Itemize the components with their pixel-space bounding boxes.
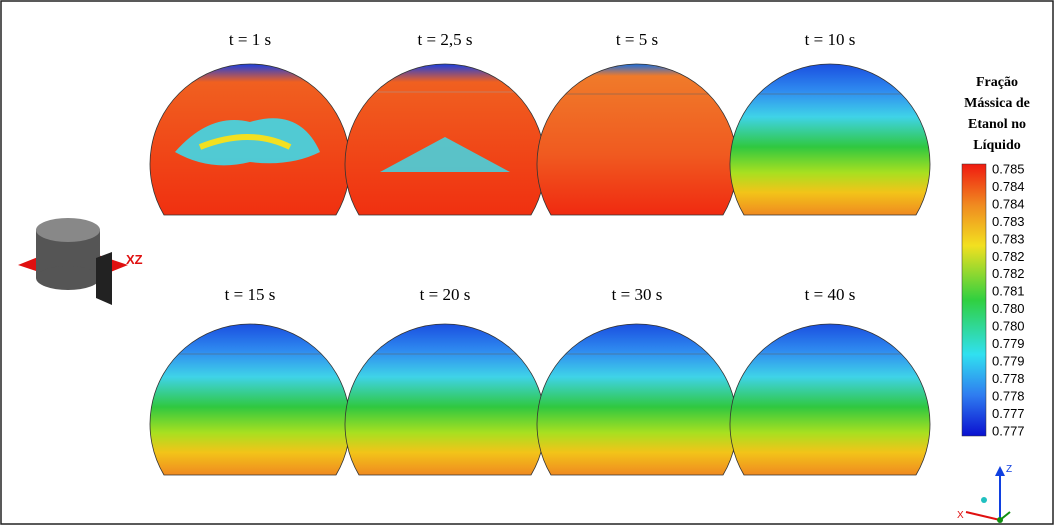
colorbar-label: 0.783 <box>992 214 1025 229</box>
panel-title: t = 1 s <box>229 30 271 49</box>
z-axis-label: Z <box>1006 464 1012 475</box>
plane-label: XZ <box>126 252 143 267</box>
colorbar-label: 0.779 <box>992 354 1025 369</box>
figure: t = 1 s t = 2,5 s t = 5 s t = 10 s t = 15 s t… <box>0 0 1054 525</box>
colorbar-label: 0.777 <box>992 406 1025 421</box>
colorbar-label: 0.777 <box>992 423 1025 438</box>
colorbar-title: Líquido <box>973 138 1020 153</box>
x-axis-label: X <box>957 510 964 521</box>
panel-title: t = 5 s <box>616 30 658 49</box>
colorbar-label: 0.779 <box>992 336 1025 351</box>
colorbar-label: 0.785 <box>992 161 1025 176</box>
colorbar-label: 0.783 <box>992 231 1025 246</box>
colorbar-label: 0.780 <box>992 301 1025 316</box>
colorbar-label: 0.782 <box>992 249 1025 264</box>
colorbar-label: 0.781 <box>992 284 1025 299</box>
colorbar-scale <box>962 164 986 436</box>
colorbar-label: 0.782 <box>992 266 1025 281</box>
colorbar-title: Mássica de <box>964 96 1030 111</box>
colorbar-label: 0.778 <box>992 389 1025 404</box>
colorbar-label: 0.784 <box>992 179 1025 194</box>
panel-title: t = 20 s <box>420 285 471 304</box>
panel-title: t = 30 s <box>612 285 663 304</box>
colorbar-title: Etanol no <box>968 117 1026 132</box>
colorbar: Fração Mássica de Etanol no Líquido 0.785 0.7… <box>962 75 1030 438</box>
colorbar-title: Fração <box>976 75 1018 90</box>
panel-title: t = 40 s <box>805 285 856 304</box>
panel-title: t = 2,5 s <box>418 30 473 49</box>
panel-title: t = 10 s <box>805 30 856 49</box>
colorbar-label: 0.784 <box>992 196 1025 211</box>
colorbar-label: 0.778 <box>992 371 1025 386</box>
colorbar-label: 0.780 <box>992 319 1025 334</box>
panel-title: t = 15 s <box>225 285 276 304</box>
